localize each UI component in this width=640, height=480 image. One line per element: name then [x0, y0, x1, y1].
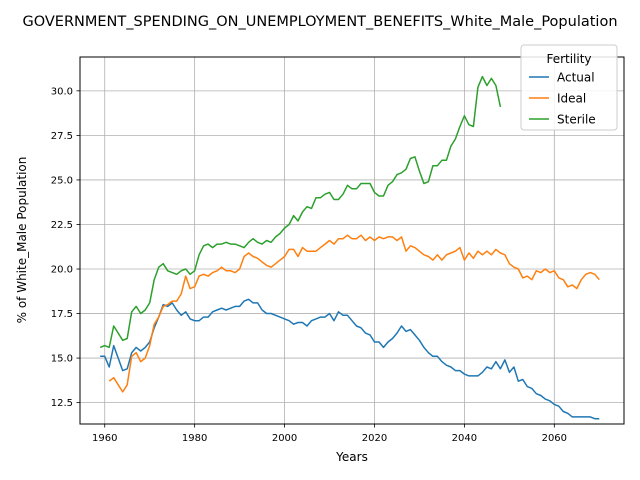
plot-frame — [79, 56, 625, 425]
plot-series — [99, 75, 600, 420]
axis-ticks: 1960 1980 2000 2020 2040 2060 12.5 15.0 17.5 20.0… — [51, 86, 567, 444]
x-tick-label: 2020 — [362, 433, 387, 444]
x-tick-label: 1960 — [92, 433, 117, 444]
legend-title: Fertility — [546, 52, 591, 66]
legend-label-ideal: Ideal — [557, 92, 586, 106]
legend-label-actual: Actual — [557, 71, 595, 85]
chart-title: GOVERNMENT_SPENDING_ON_UNEMPLOYMENT_BENE… — [22, 14, 617, 30]
y-tick-label: 17.5 — [51, 309, 73, 320]
x-tick-label: 2060 — [542, 433, 567, 444]
x-tick-label: 2040 — [452, 433, 477, 444]
x-tick-label: 1980 — [182, 433, 207, 444]
series-line-actual — [100, 298, 600, 420]
legend-entries: Actual Ideal Sterile — [529, 71, 596, 127]
y-tick-label: 22.5 — [51, 220, 73, 231]
legend-box — [520, 44, 618, 131]
series-line-ideal — [108, 234, 600, 393]
y-tick-label: 25.0 — [51, 175, 73, 186]
y-tick-label: 15.0 — [51, 354, 73, 365]
y-tick-label: 30.0 — [51, 86, 73, 97]
y-tick-label: 20.0 — [51, 265, 73, 276]
legend-label-sterile: Sterile — [557, 113, 596, 127]
y-tick-label: 12.5 — [51, 398, 73, 409]
x-tick-label: 2000 — [272, 433, 297, 444]
legend: Fertility Actual Ideal Sterile — [520, 44, 618, 131]
y-tick-label: 27.5 — [51, 131, 73, 142]
x-axis-label: Years — [335, 450, 368, 464]
series-line-sterile — [99, 75, 502, 349]
y-axis-label: % of White_Male Population — [15, 157, 29, 324]
